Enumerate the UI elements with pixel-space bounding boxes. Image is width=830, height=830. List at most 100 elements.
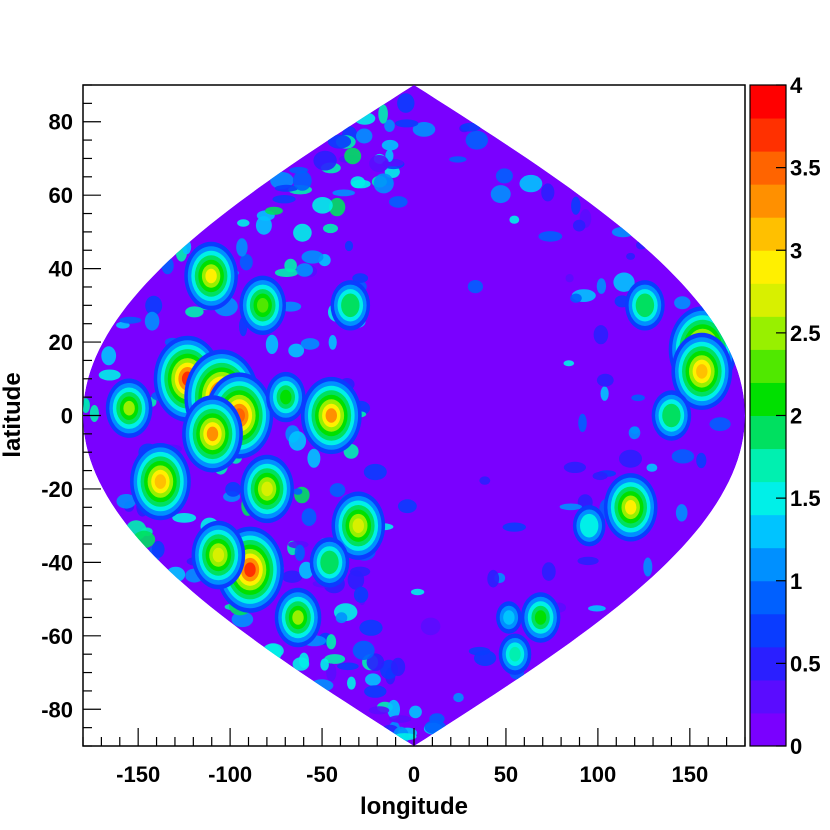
texture-cell [613,272,635,292]
colorbar-segment [750,349,786,383]
texture-cell [225,482,242,497]
texture-cell [467,280,483,294]
y-tick-label: -60 [41,624,73,649]
texture-cell [541,562,556,581]
hotspot-12-level-4 [280,389,292,405]
texture-cell [236,238,248,257]
texture-cell [292,170,312,191]
texture-cell [352,640,375,661]
texture-cell [265,206,283,215]
texture-cell [307,448,321,468]
x-axis: -150 -100 -50 0 50 100 150 [82,728,746,787]
colorbar-segment [750,712,786,747]
texture-cell [292,657,310,671]
texture-cell [335,612,348,624]
hotspot-11-level-6 [261,481,273,497]
texture-cell [643,557,653,577]
texture-cell [239,254,253,271]
hotspot-14-level-6 [352,518,364,533]
texture-cell [619,449,642,468]
hotspot-13-level-7 [325,408,337,423]
texture-cell [369,155,389,173]
texture-cell [352,273,369,283]
texture-cell [410,588,425,596]
texture-cell [600,386,609,401]
y-axis: 80 60 40 20 0 -20 -40 -60 -80 [41,84,101,747]
texture-cell [145,295,163,316]
texture-cell [671,449,695,464]
texture-cell [373,173,394,194]
hotspot-24-level-2 [503,610,515,625]
texture-cell [391,657,406,677]
colorbar-segment [750,514,786,549]
texture-cell [116,494,136,509]
texture-cell [281,570,303,583]
texture-cell [98,369,121,381]
texture-cell [83,398,90,414]
y-tick-label: -80 [41,697,73,722]
texture-cell [151,541,165,558]
texture-cell [495,168,513,184]
hotspot-9-level-5 [123,400,135,416]
texture-cell [320,658,329,671]
texture-cell [255,216,272,235]
texture-cell [573,219,586,232]
texture-cell [563,360,575,367]
texture-cell [465,130,488,150]
texture-cell [288,431,307,451]
texture-cell [337,662,359,671]
texture-cell [397,93,415,113]
texture-cell [324,654,346,664]
y-tick-label: 0 [61,404,73,429]
colorbar-tick-label: 2.5 [790,321,821,346]
texture-cell [300,338,320,350]
colorbar-tick-label: 0.5 [790,651,821,676]
texture-cell [449,156,467,163]
texture-cell [565,274,574,283]
texture-cell [274,268,299,278]
colorbar-segment [750,283,786,317]
texture-cell [329,483,346,498]
texture-cell [368,706,390,715]
texture-cell [288,343,305,358]
texture-cell [328,197,346,217]
texture-cell [570,293,582,303]
colorbar-segment [750,448,786,483]
colorbar-tick-label: 2 [790,404,802,429]
texture-cell [453,692,464,703]
colorbar-segment [750,118,786,152]
texture-cell [332,189,356,197]
texture-cell [420,617,441,636]
texture-cell [519,174,543,193]
y-tick-label: -20 [41,477,73,502]
texture-cell [350,566,371,577]
texture-cell [479,476,491,485]
texture-cell [384,119,395,132]
texture-cell [323,223,338,234]
colorbar-segment [750,217,786,251]
texture-cell [327,134,352,149]
hotspot-5-level-7 [154,474,167,489]
y-tick-label: 40 [49,257,73,282]
texture-cell [351,179,371,189]
colorbar-tick-label: 3.5 [790,156,821,181]
hotspot-18-level-7 [696,364,708,379]
texture-cell [363,463,387,481]
texture-cell [490,185,511,204]
colorbar-tick-label: 4 [790,73,803,98]
texture-cell [144,311,160,331]
texture-cell [592,471,608,481]
y-tick-label: 80 [49,110,73,135]
colorbar-segment [750,250,786,284]
colorbar-tick-label: 1.5 [790,486,821,511]
colorbar: 0 0.5 1 1.5 2 2.5 3 3.5 4 [749,73,821,759]
texture-cell [378,104,388,124]
texture-cell [172,513,197,523]
x-tick-label: 0 [408,762,420,787]
texture-cell [398,499,417,514]
colorbar-segment [750,85,786,119]
texture-cell [593,325,609,345]
texture-cell [389,196,408,208]
texture-cell [347,676,356,690]
